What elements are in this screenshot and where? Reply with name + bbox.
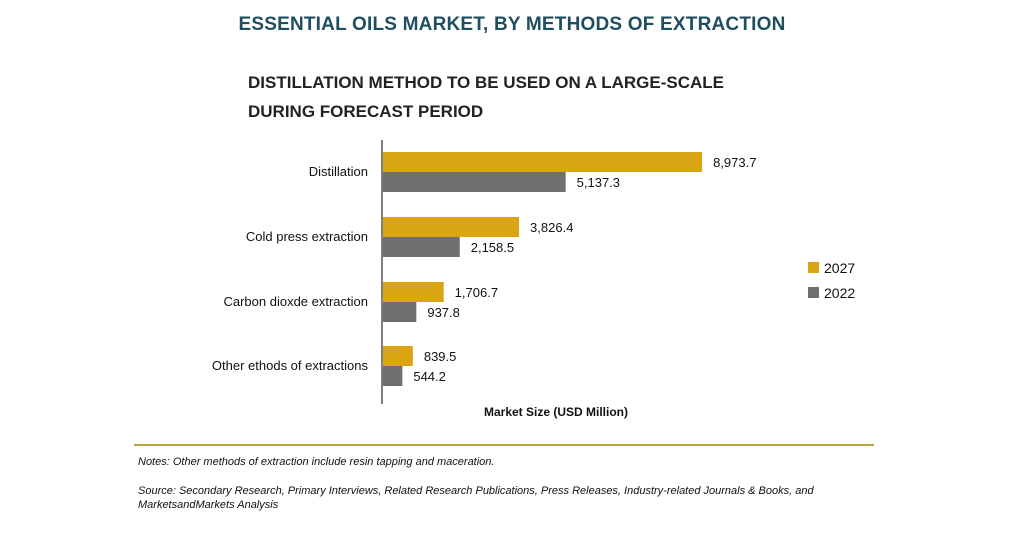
bar-2027 — [383, 152, 703, 172]
legend-label-2022: 2022 — [824, 285, 855, 301]
bar-2027 — [383, 282, 444, 302]
data-label-2022: 2,158.5 — [471, 240, 514, 255]
chart-notes: Notes: Other methods of extraction inclu… — [138, 456, 495, 468]
bar-chart: Distillation 8,973.7 5,137.3 Cold press ext… — [212, 140, 855, 419]
data-label-2027: 1,706.7 — [455, 285, 498, 300]
data-label-2027: 839.5 — [424, 349, 457, 364]
category-label: Carbon dioxde extraction — [223, 294, 368, 309]
subtitle-line-2: DURING FORECAST PERIOD — [248, 102, 484, 121]
subtitle-line-1: DISTILLATION METHOD TO BE USED ON A LARG… — [248, 73, 724, 92]
legend-swatch-2027 — [808, 262, 819, 273]
notes-separator — [134, 444, 874, 446]
data-label-2027: 3,826.4 — [530, 220, 573, 235]
data-label-2022: 544.2 — [413, 369, 446, 384]
legend-label-2027: 2027 — [824, 260, 855, 276]
bar-2022 — [383, 366, 403, 386]
bar-2027 — [383, 346, 413, 366]
bar-2022 — [383, 172, 566, 192]
data-label-2027: 8,973.7 — [713, 155, 756, 170]
category-label: Distillation — [309, 164, 368, 179]
chart-source: Source: Secondary Research, Primary Inte… — [138, 485, 814, 511]
category-label: Cold press extraction — [246, 229, 368, 244]
bar-2022 — [383, 302, 417, 322]
chart-main-title: ESSENTIAL OILS MARKET, BY METHODS OF EXT… — [238, 14, 786, 35]
bar-2022 — [383, 237, 460, 257]
chart-subtitle: DISTILLATION METHOD TO BE USED ON A LARG… — [248, 68, 748, 126]
category-label: Other ethods of extractions — [212, 358, 369, 373]
legend-swatch-2022 — [808, 287, 819, 298]
x-axis-label: Market Size (USD Million) — [484, 405, 628, 419]
data-label-2022: 937.8 — [427, 305, 460, 320]
bar-2027 — [383, 217, 520, 237]
data-label-2022: 5,137.3 — [577, 175, 620, 190]
